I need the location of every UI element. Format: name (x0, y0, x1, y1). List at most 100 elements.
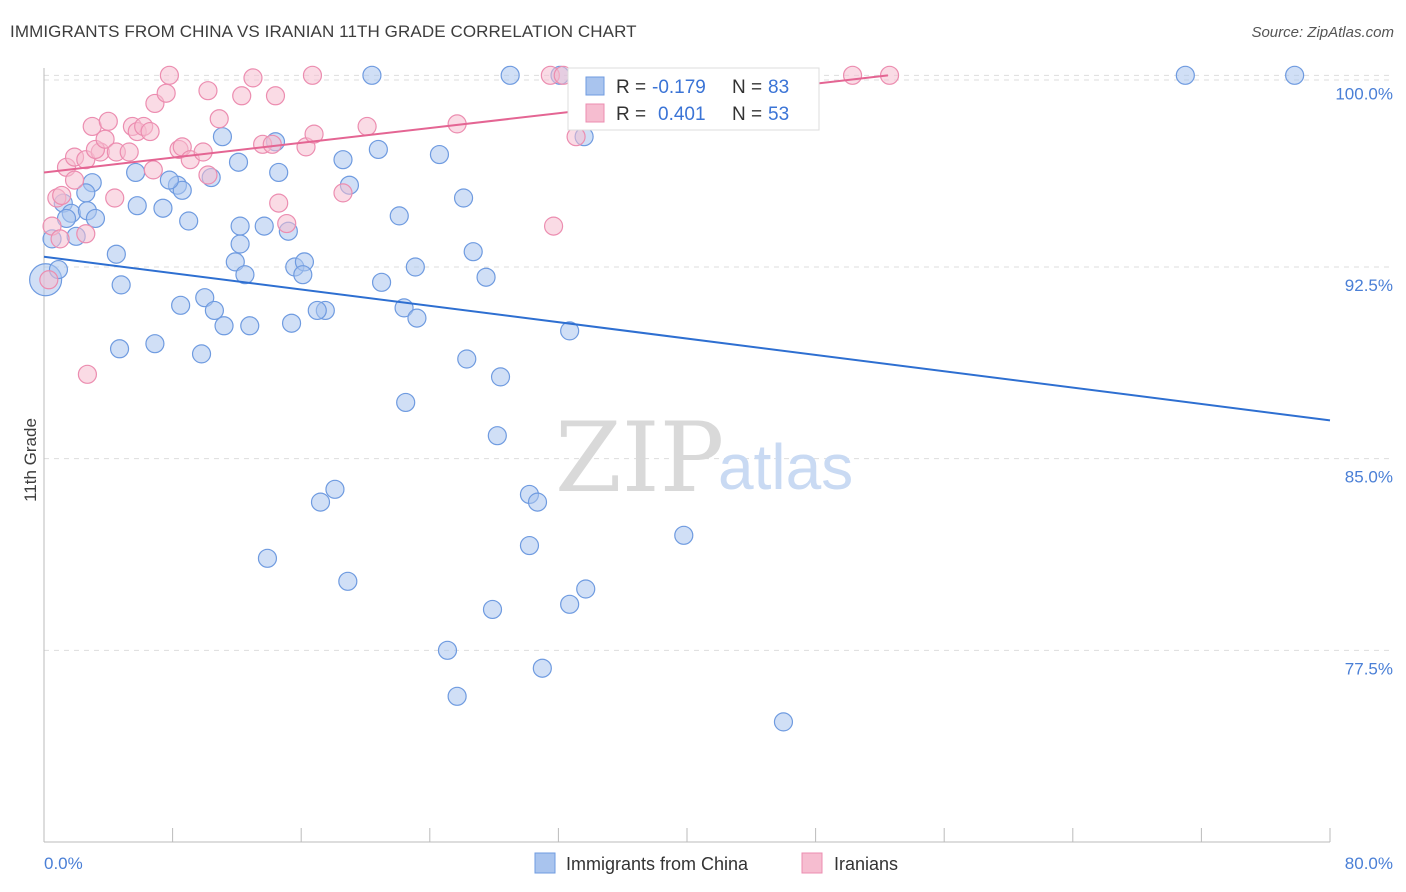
iranians-point (39, 270, 59, 290)
legend-iranians-n-value: 53 (768, 104, 789, 125)
china-point (214, 316, 234, 336)
iranians-point (50, 229, 70, 249)
iranians-point (52, 185, 72, 206)
china-point (179, 211, 199, 231)
legend-iranians-r-value: 0.401 (658, 104, 706, 125)
china-point (257, 548, 278, 568)
iranians-point (269, 193, 289, 213)
china-point (228, 152, 249, 172)
iranians-point (209, 109, 229, 129)
iranians-point (842, 65, 863, 85)
china-point (191, 344, 212, 364)
china-point (453, 188, 474, 208)
china-point (127, 196, 147, 216)
iranians-point (140, 121, 160, 142)
china-point (773, 712, 794, 732)
china-point (487, 426, 507, 446)
china-point (476, 267, 496, 287)
bottom-legend-china: Immigrants from China (566, 854, 749, 874)
iranians-point (243, 68, 263, 88)
iranians-point (543, 216, 564, 236)
china-point (76, 183, 96, 203)
watermark-zip: ZIP (555, 402, 724, 514)
y-tick-label: 100.0% (1335, 84, 1393, 103)
iranians-point (98, 111, 118, 131)
china-point (368, 139, 388, 160)
y-axis-label: 11th Grade (21, 418, 40, 502)
china-point (490, 367, 511, 387)
china-point (235, 265, 255, 285)
y-tick-labels: 77.5% 85.0% 92.5% 100.0% (1335, 84, 1393, 678)
china-point (560, 594, 580, 614)
china-point (325, 479, 345, 499)
china-point (254, 216, 274, 236)
x-tick-label-max: 80.0% (1345, 854, 1393, 873)
china-point (437, 640, 458, 660)
china-point (212, 127, 233, 147)
china-point (85, 208, 106, 229)
china-point (500, 65, 520, 85)
iranians-point (277, 213, 297, 234)
iranians-point (76, 224, 96, 244)
china-point (527, 492, 548, 512)
china-point (159, 170, 179, 190)
iranians-point (159, 65, 179, 85)
iranians-point (232, 86, 252, 106)
china-point (310, 492, 331, 512)
iranians-point (193, 142, 213, 162)
iranians-point (198, 81, 218, 101)
china-point (1285, 65, 1305, 85)
china-point (172, 180, 192, 200)
china-point (482, 599, 503, 620)
china-point (281, 313, 302, 333)
stats-legend: R = -0.179 N = 83 R = 0.401 N = 53 (567, 67, 820, 131)
china-point (457, 349, 477, 369)
china-point (1175, 65, 1195, 85)
iranians-point (143, 160, 163, 180)
china-point (171, 295, 191, 315)
china-point (230, 234, 250, 254)
legend-iranians-n-label: N = (732, 104, 762, 125)
china-point (225, 252, 245, 272)
china-point (447, 686, 467, 706)
china-point (396, 392, 416, 413)
legend-china-r-value: -0.179 (652, 77, 706, 98)
y-tick-label: 77.5% (1345, 659, 1393, 678)
legend-swatch-china (585, 76, 605, 96)
iranians-point (198, 165, 218, 185)
iranians-point (64, 170, 85, 190)
bottom-legend-swatch-china (534, 852, 556, 874)
china-point (389, 206, 409, 226)
y-tick-label: 92.5% (1345, 276, 1393, 295)
iranians-point (302, 65, 323, 85)
series-legend: Immigrants from China Iranians (534, 852, 898, 874)
china-point (204, 300, 224, 321)
legend-china-n-label: N = (732, 77, 762, 98)
legend-box (567, 67, 820, 131)
bottom-legend-swatch-iranians (801, 852, 823, 874)
series-china (29, 65, 1305, 732)
china-point (333, 150, 353, 170)
y-tick-label: 85.0% (1345, 468, 1393, 487)
china-point (126, 162, 146, 183)
china-point (338, 571, 358, 591)
legend-china-n-value: 83 (768, 77, 789, 98)
china-point (407, 308, 427, 328)
china-point (463, 242, 483, 262)
iranians-point (357, 116, 377, 137)
iranians-point (156, 83, 176, 103)
china-point (195, 288, 215, 308)
china-point (111, 275, 131, 295)
china-point (240, 316, 260, 336)
axes (43, 68, 1331, 843)
x-tick-labels: 0.0% 80.0% (44, 854, 1393, 873)
china-point (293, 265, 313, 285)
china-point (269, 162, 289, 183)
x-tick-label-min: 0.0% (44, 854, 83, 873)
china-point (560, 321, 580, 341)
series-iranians (39, 65, 900, 384)
china-point (109, 339, 130, 359)
china-point (532, 658, 552, 678)
legend-china-r-label: R = (616, 77, 646, 98)
